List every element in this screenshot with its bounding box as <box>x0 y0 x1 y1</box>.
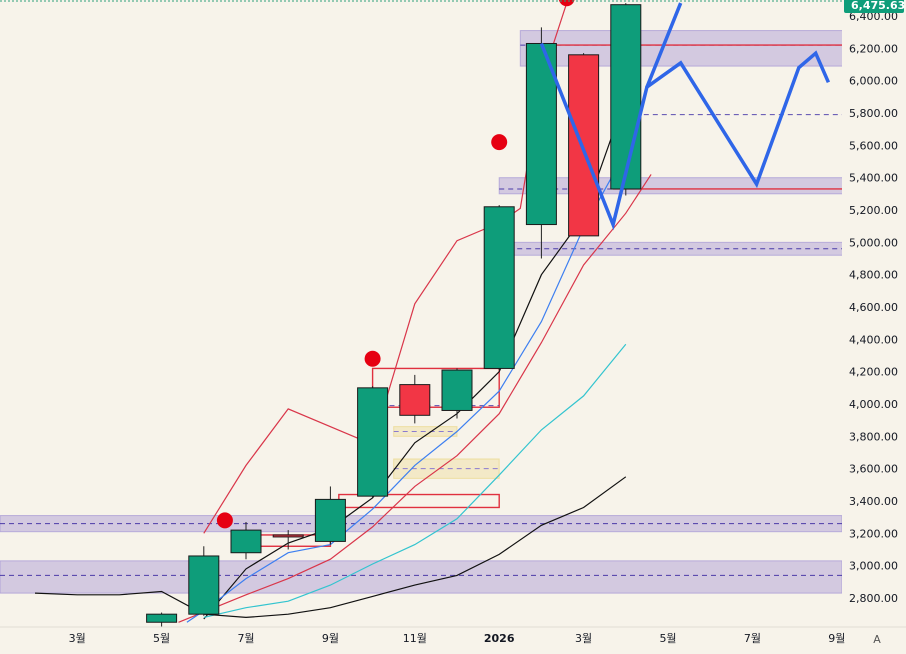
price-tick-label: 4,800.00 <box>849 269 898 282</box>
price-tick-label: 4,000.00 <box>849 398 898 411</box>
candle-body <box>314 498 346 542</box>
time-tick-label: 3월 <box>575 632 592 645</box>
candle <box>314 486 346 545</box>
candle-body <box>441 369 473 411</box>
time-tick-label: 11월 <box>403 632 427 645</box>
candle <box>146 612 178 627</box>
signal-dot <box>216 512 233 529</box>
price-axis: 2,800.00 3,000.00 3,200.00 3,400.00 3,600.00… <box>842 0 906 650</box>
current-price-badge <box>844 0 904 13</box>
series-line-ma-slow <box>34 476 627 619</box>
price-tick-label: 2,800.00 <box>849 592 898 605</box>
time-tick-label: 5월 <box>153 632 170 645</box>
zone-band <box>0 560 842 594</box>
series-line-envelope-lower <box>178 174 652 623</box>
time-tick-label: 9월 <box>322 632 339 645</box>
candle <box>610 3 642 196</box>
projection-segment <box>645 2 683 88</box>
candle-body <box>188 555 220 615</box>
price-tick-label: 6,400.00 <box>849 10 898 23</box>
candle-body <box>483 206 515 369</box>
candle <box>188 546 220 616</box>
signal-dot <box>364 350 381 367</box>
price-axis-bg <box>842 0 906 650</box>
candle-body <box>399 384 431 416</box>
price-tick-label: 3,000.00 <box>849 560 898 573</box>
candle <box>230 522 262 560</box>
candle <box>525 27 557 259</box>
time-tick-label: 7월 <box>744 632 761 645</box>
candle-body <box>610 4 642 190</box>
candle <box>483 205 515 371</box>
price-tick-label: 3,800.00 <box>849 430 898 443</box>
candle <box>568 53 600 237</box>
time-tick-label: 3월 <box>69 632 86 645</box>
candle-body <box>525 42 557 226</box>
price-tick-label: 4,400.00 <box>849 333 898 346</box>
zone-band <box>393 458 500 479</box>
time-tick-label: 2026 <box>484 632 515 645</box>
candle <box>272 530 304 550</box>
price-tick-label: 5,200.00 <box>849 204 898 217</box>
price-tick-label: 6,000.00 <box>849 75 898 88</box>
price-tick-label: 3,600.00 <box>849 463 898 476</box>
candle-body <box>272 534 304 538</box>
time-tick-label: 9월 <box>828 632 845 645</box>
signal-dot <box>558 0 575 7</box>
time-axis: 3월 5월 7월 9월 11월 2026 3월 5월 7월 9월 A <box>0 626 906 650</box>
candle-body <box>568 54 600 237</box>
series-line-ma-fast <box>203 96 627 620</box>
plot-area <box>0 0 842 627</box>
price-tick-label: 5,600.00 <box>849 139 898 152</box>
candle-body <box>230 529 262 554</box>
price-tick-label: 3,400.00 <box>849 495 898 508</box>
time-tick-label: 5월 <box>659 632 676 645</box>
price-tick-label: 4,600.00 <box>849 301 898 314</box>
series-line-ma-cyan <box>203 343 627 618</box>
axis-corner-label: A <box>873 633 881 646</box>
candle <box>357 386 389 498</box>
candle <box>399 374 431 424</box>
price-tick-label: 5,800.00 <box>849 107 898 120</box>
projection-path <box>539 42 831 231</box>
zone-band <box>0 515 842 533</box>
candle-body <box>357 387 389 497</box>
candle <box>441 368 473 419</box>
price-tick-label: 6,200.00 <box>849 42 898 55</box>
time-tick-label: 7월 <box>237 632 254 645</box>
series-line-ma-blue <box>186 151 627 623</box>
current-price-label: 6,475.63 <box>851 0 905 12</box>
price-tick-label: 3,200.00 <box>849 527 898 540</box>
zone-band <box>498 241 842 256</box>
candle-body <box>146 613 178 623</box>
price-tick-label: 5,000.00 <box>849 236 898 249</box>
price-tick-label: 4,200.00 <box>849 366 898 379</box>
time-axis-bg <box>0 627 906 650</box>
signal-dot <box>491 134 508 151</box>
price-tick-label: 5,400.00 <box>849 172 898 185</box>
